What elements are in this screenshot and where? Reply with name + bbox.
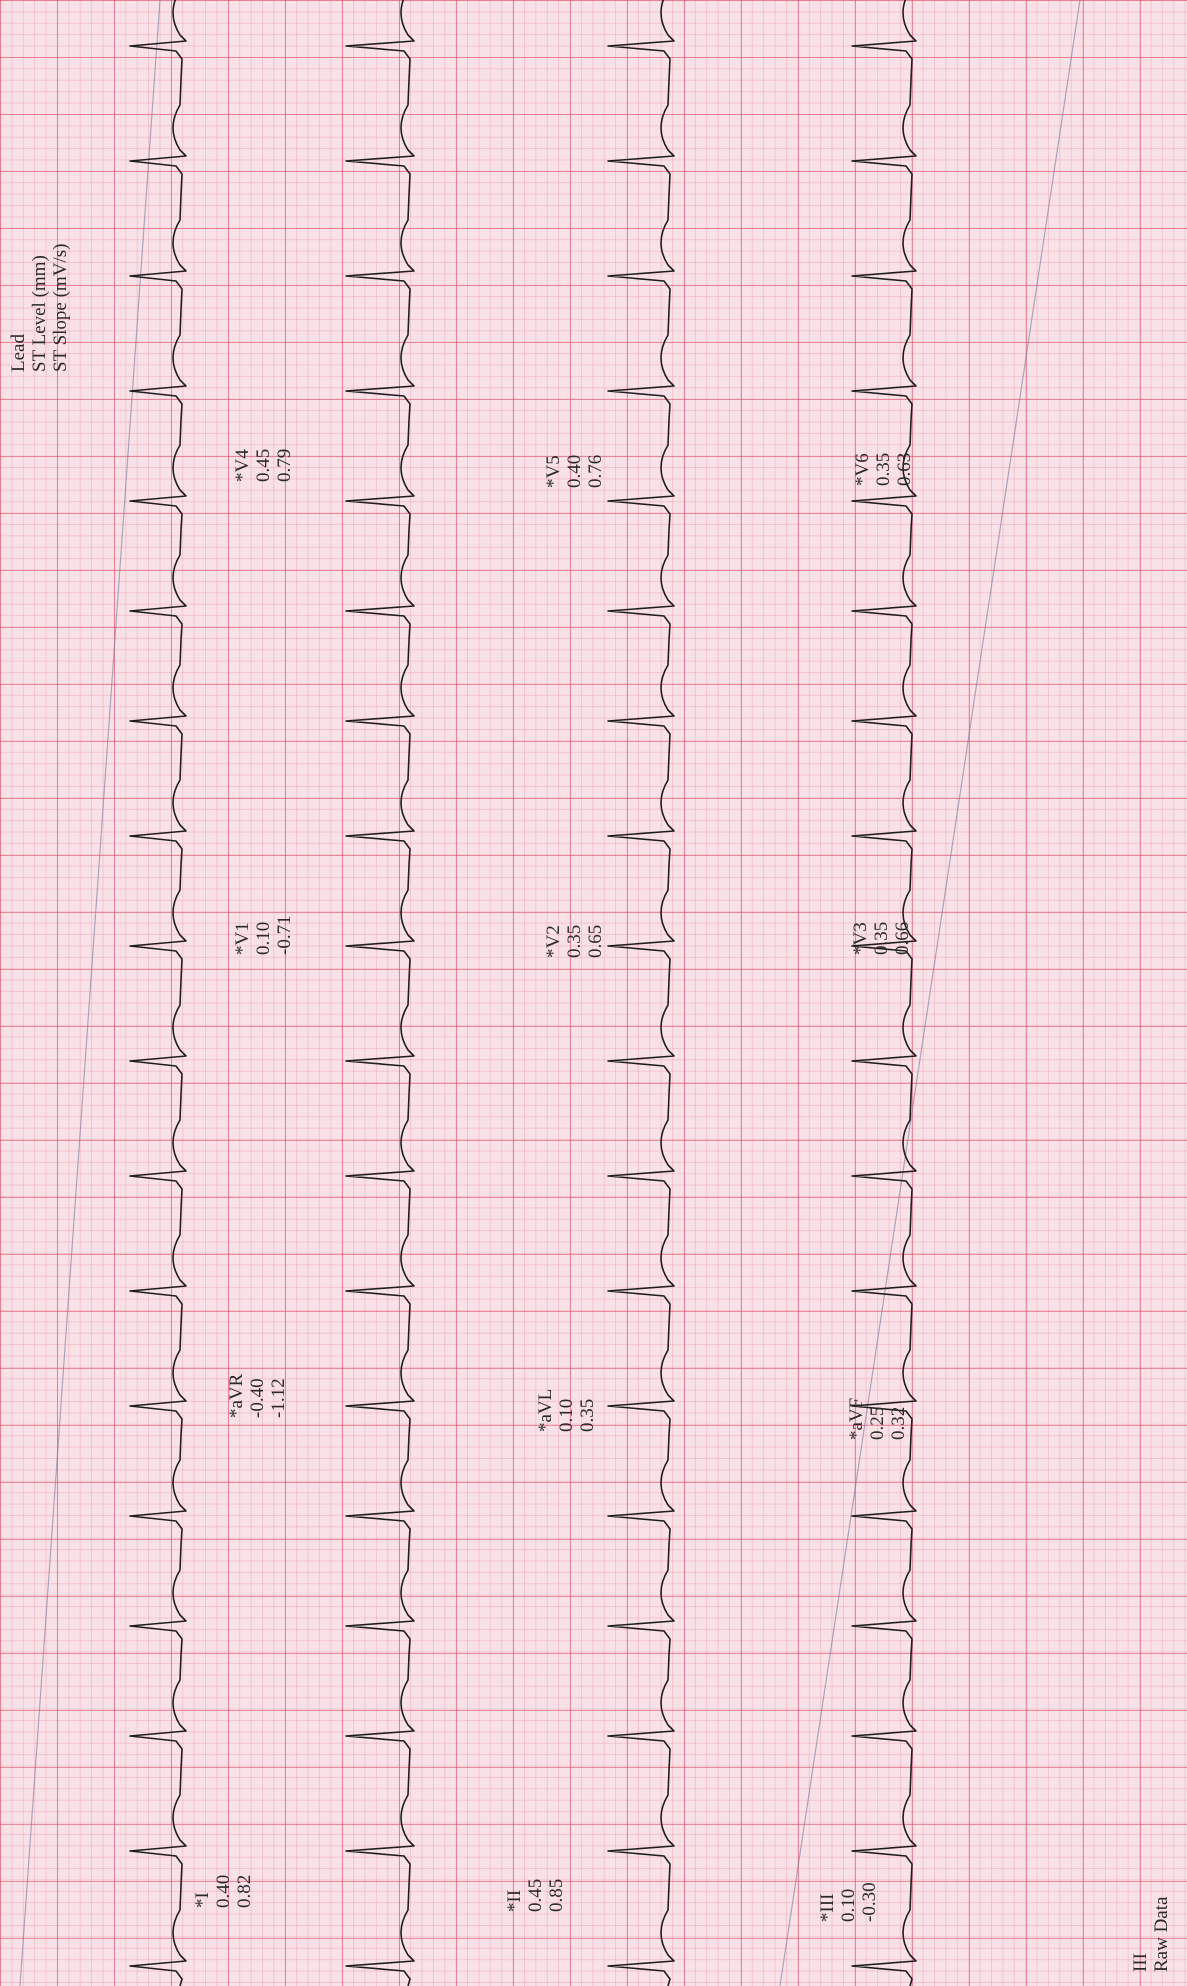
lead-label-V1: *V1 0.10 -0.71 [232,915,295,955]
rhythm-lead: III [1130,1953,1151,1972]
trace-row-2 [345,0,415,1986]
legend-st-slope: ST Slope (mV/s) [50,243,71,372]
lead-label-I: *I 0.40 0.82 [192,1874,255,1908]
trace-row-1 [129,0,187,1986]
lead-label-aVL: *aVL 0.10 0.35 [535,1388,598,1432]
lead-label-aVR: *aVR -0.40 -1.12 [226,1373,289,1418]
diagonal-mark-left [19,0,161,1986]
lead-label-III: *III 0.10 -0.30 [817,1882,880,1922]
rhythm-caption: Raw Data [1151,1896,1172,1972]
rhythm-strip-label: III Raw Data [1130,1897,1172,1972]
lead-label-V5: *V5 0.40 0.76 [543,454,606,488]
legend-st-level: ST Level (mm) [29,255,50,372]
lead-label-II: *II 0.45 0.85 [504,1878,567,1912]
lead-label-V3: *V3 0.35 0.66 [850,921,913,955]
trace-row-3 [607,0,675,1986]
lead-label-V2: *V2 0.35 0.65 [543,924,606,958]
legend-lead: Lead [8,334,29,372]
lead-label-V4: *V4 0.45 0.79 [232,448,295,482]
lead-label-V6: *V6 0.35 0.63 [852,452,915,486]
trace-rhythm-III [851,0,917,1986]
diagonal-mark-right [779,0,1081,1986]
legend-block: Lead ST Level (mm) ST Slope (mV/s) [8,244,71,372]
lead-label-aVF: *aVF 0.25 0.32 [846,1397,909,1440]
